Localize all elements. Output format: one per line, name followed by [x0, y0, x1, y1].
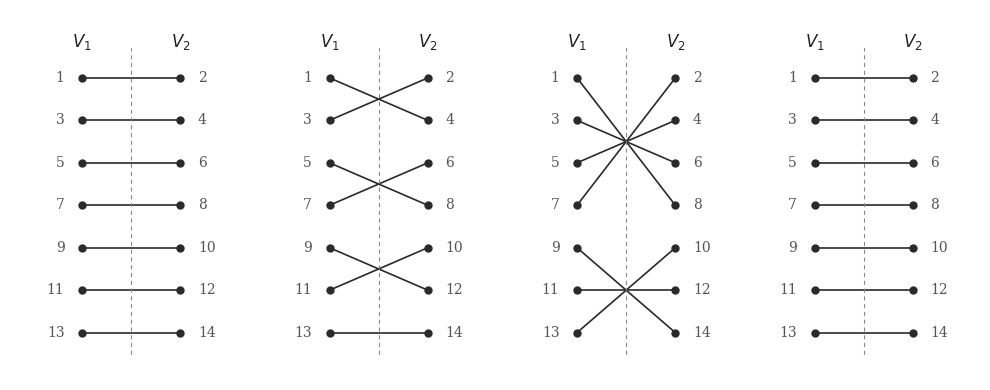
Text: 3: 3: [788, 113, 797, 128]
Text: 8: 8: [198, 198, 207, 212]
Text: 10: 10: [693, 241, 711, 255]
Text: 6: 6: [931, 156, 940, 170]
Text: 4: 4: [693, 113, 702, 128]
Text: 12: 12: [931, 283, 948, 297]
Text: 1: 1: [55, 71, 64, 85]
Text: 13: 13: [47, 326, 64, 340]
Text: 6: 6: [446, 156, 454, 170]
Text: 11: 11: [47, 283, 64, 297]
Text: $\mathit{V}_1$: $\mathit{V}_1$: [72, 32, 92, 52]
Text: 2: 2: [446, 71, 454, 85]
Text: 7: 7: [303, 198, 312, 212]
Text: 10: 10: [198, 241, 216, 255]
Text: 12: 12: [446, 283, 463, 297]
Text: 10: 10: [446, 241, 463, 255]
Text: 2: 2: [931, 71, 940, 85]
Text: 8: 8: [931, 198, 940, 212]
Text: 5: 5: [303, 156, 312, 170]
Text: 14: 14: [446, 326, 463, 340]
Text: 11: 11: [542, 283, 559, 297]
Text: 5: 5: [788, 156, 797, 170]
Text: 11: 11: [779, 283, 797, 297]
Text: 13: 13: [779, 326, 797, 340]
Text: 11: 11: [294, 283, 312, 297]
Text: 6: 6: [198, 156, 207, 170]
Text: 3: 3: [55, 113, 64, 128]
Text: 9: 9: [55, 241, 64, 255]
Text: 5: 5: [550, 156, 559, 170]
Text: 8: 8: [446, 198, 454, 212]
Text: 7: 7: [550, 198, 559, 212]
Text: 2: 2: [198, 71, 207, 85]
Text: 3: 3: [550, 113, 559, 128]
Text: $\mathit{V}_2$: $\mathit{V}_2$: [418, 32, 438, 52]
Text: 4: 4: [931, 113, 940, 128]
Text: $\mathit{V}_2$: $\mathit{V}_2$: [170, 32, 190, 52]
Text: 9: 9: [788, 241, 797, 255]
Text: 4: 4: [446, 113, 454, 128]
Text: 1: 1: [788, 71, 797, 85]
Text: 7: 7: [788, 198, 797, 212]
Text: 7: 7: [55, 198, 64, 212]
Text: 9: 9: [550, 241, 559, 255]
Text: 4: 4: [198, 113, 207, 128]
Text: $\mathit{V}_1$: $\mathit{V}_1$: [567, 32, 587, 52]
Text: $\mathit{V}_2$: $\mathit{V}_2$: [903, 32, 923, 52]
Text: 1: 1: [550, 71, 559, 85]
Text: 1: 1: [303, 71, 312, 85]
Text: 5: 5: [55, 156, 64, 170]
Text: 10: 10: [931, 241, 948, 255]
Text: 8: 8: [693, 198, 702, 212]
Text: $\mathit{V}_1$: $\mathit{V}_1$: [320, 32, 340, 52]
Text: 3: 3: [303, 113, 312, 128]
Text: 14: 14: [693, 326, 711, 340]
Text: 9: 9: [303, 241, 312, 255]
Text: 14: 14: [198, 326, 216, 340]
Text: $\mathit{V}_2$: $\mathit{V}_2$: [665, 32, 685, 52]
Text: 12: 12: [693, 283, 711, 297]
Text: 13: 13: [294, 326, 312, 340]
Text: 13: 13: [542, 326, 559, 340]
Text: 14: 14: [931, 326, 948, 340]
Text: 6: 6: [693, 156, 702, 170]
Text: 12: 12: [198, 283, 216, 297]
Text: 2: 2: [693, 71, 702, 85]
Text: $\mathit{V}_1$: $\mathit{V}_1$: [805, 32, 825, 52]
